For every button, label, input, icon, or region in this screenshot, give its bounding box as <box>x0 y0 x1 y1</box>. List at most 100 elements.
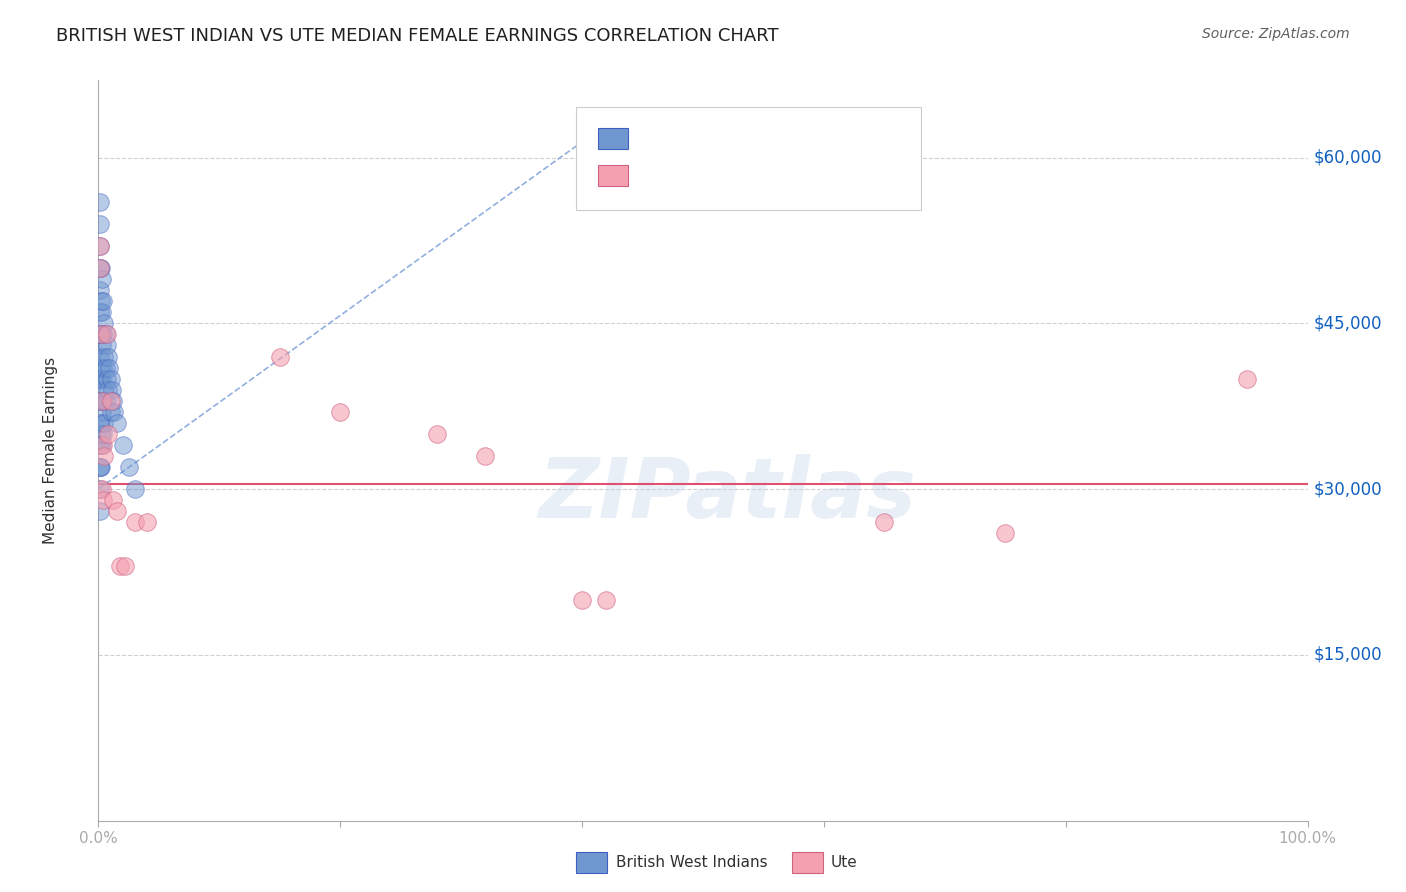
Text: Median Female Earnings: Median Female Earnings <box>42 357 58 544</box>
Point <box>91 393 114 408</box>
Point <box>101 493 124 508</box>
Text: Ute: Ute <box>831 855 858 870</box>
Point <box>91 371 114 385</box>
Text: BRITISH WEST INDIAN VS UTE MEDIAN FEMALE EARNINGS CORRELATION CHART: BRITISH WEST INDIAN VS UTE MEDIAN FEMALE… <box>56 27 779 45</box>
Point <box>101 393 124 408</box>
Text: $60,000: $60,000 <box>1313 149 1382 167</box>
Point <box>89 261 111 276</box>
Point <box>124 482 146 496</box>
Point <box>89 416 111 430</box>
Point <box>89 217 111 231</box>
Point <box>89 305 111 319</box>
Point <box>91 305 114 319</box>
Point <box>90 460 112 475</box>
Point <box>89 261 111 276</box>
Point <box>94 327 117 342</box>
Point <box>89 504 111 518</box>
Point <box>91 338 114 352</box>
Point <box>474 449 496 463</box>
Point <box>994 526 1017 541</box>
Point <box>595 592 617 607</box>
Point <box>90 327 112 342</box>
Point <box>89 283 111 297</box>
Point <box>89 482 111 496</box>
Point <box>97 350 120 364</box>
Point <box>91 482 114 496</box>
Point <box>100 371 122 385</box>
Point <box>91 438 114 452</box>
Text: British West Indians: British West Indians <box>616 855 768 870</box>
Point <box>89 371 111 385</box>
Text: 26: 26 <box>763 169 785 183</box>
Point <box>98 360 121 375</box>
Point <box>89 460 111 475</box>
Point <box>93 383 115 397</box>
Point <box>91 405 114 419</box>
Text: ZIPatlas: ZIPatlas <box>538 454 917 535</box>
Point <box>89 350 111 364</box>
Point <box>91 360 114 375</box>
Point <box>93 317 115 331</box>
Point <box>118 460 141 475</box>
Point <box>90 294 112 309</box>
Point <box>96 338 118 352</box>
Point <box>105 504 128 518</box>
Point <box>103 405 125 419</box>
Point <box>100 383 122 397</box>
Point <box>97 426 120 441</box>
Point <box>105 416 128 430</box>
Point <box>89 371 111 385</box>
Point <box>91 493 114 508</box>
Text: Source: ZipAtlas.com: Source: ZipAtlas.com <box>1202 27 1350 41</box>
Text: R =: R = <box>637 169 671 183</box>
Point <box>91 393 114 408</box>
Point <box>91 426 114 441</box>
Point <box>100 405 122 419</box>
Point <box>91 294 114 309</box>
Point <box>93 350 115 364</box>
Point <box>873 516 896 530</box>
Text: 0.120: 0.120 <box>668 131 721 145</box>
Point <box>93 416 115 430</box>
Point <box>91 272 114 286</box>
Point <box>93 449 115 463</box>
Point <box>90 426 112 441</box>
Point <box>89 327 111 342</box>
Point <box>108 559 131 574</box>
Point <box>96 371 118 385</box>
Point <box>1236 371 1258 385</box>
Point <box>426 426 449 441</box>
Point <box>90 360 112 375</box>
Point <box>90 393 112 408</box>
Text: -0.010: -0.010 <box>668 169 723 183</box>
Point <box>89 327 111 342</box>
Point <box>135 516 157 530</box>
Text: $30,000: $30,000 <box>1313 480 1382 498</box>
Point <box>89 393 111 408</box>
Point <box>90 327 112 342</box>
Text: N =: N = <box>735 169 769 183</box>
Point <box>89 393 111 408</box>
Point <box>124 516 146 530</box>
Text: $15,000: $15,000 <box>1313 646 1382 664</box>
Point <box>114 559 136 574</box>
Text: N =: N = <box>735 131 769 145</box>
Point <box>89 438 111 452</box>
Point <box>90 261 112 276</box>
Text: 90: 90 <box>763 131 785 145</box>
Point <box>269 350 291 364</box>
Point <box>89 438 111 452</box>
Text: R =: R = <box>637 131 671 145</box>
Point <box>111 438 134 452</box>
Point <box>89 460 111 475</box>
Point <box>94 360 117 375</box>
Point <box>89 416 111 430</box>
Point <box>89 239 111 253</box>
Point <box>91 327 114 342</box>
Point <box>571 592 593 607</box>
Point <box>97 383 120 397</box>
Text: $45,000: $45,000 <box>1313 314 1382 333</box>
Point <box>100 393 122 408</box>
Point <box>329 405 352 419</box>
Point <box>91 438 114 452</box>
